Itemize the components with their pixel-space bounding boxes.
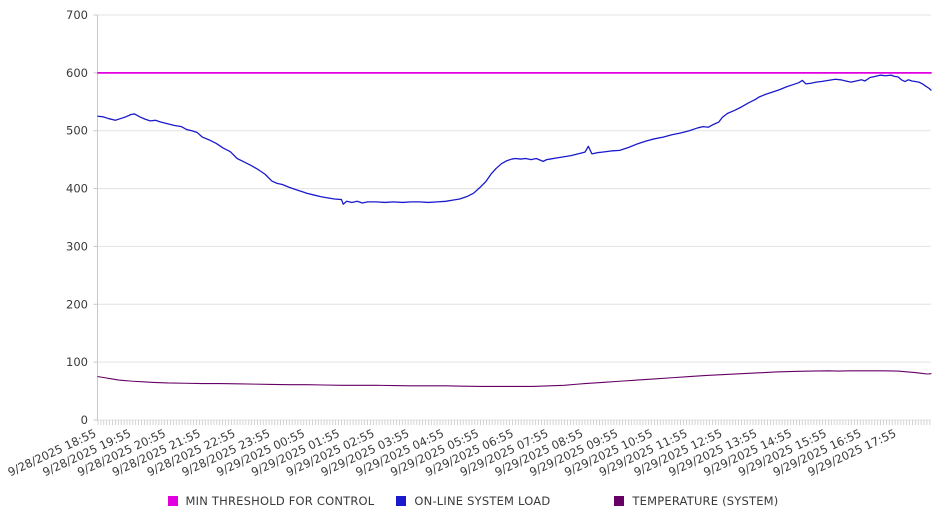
legend-label-system-load: ON-LINE SYSTEM LOAD xyxy=(414,494,551,508)
y-tick-label: 700 xyxy=(66,8,88,22)
y-tick-label: 500 xyxy=(66,124,88,138)
legend-swatch-min-threshold xyxy=(167,496,178,506)
legend-swatch-temperature xyxy=(614,496,625,506)
legend-label-temperature: TEMPERATURE (SYSTEM) xyxy=(632,494,779,508)
y-tick-label: 300 xyxy=(66,239,88,253)
legend-item-system-load: ON-LINE SYSTEM LOAD xyxy=(396,494,550,508)
legend-item-temperature: TEMPERATURE (SYSTEM) xyxy=(614,494,778,508)
legend-label-min-threshold: MIN THRESHOLD FOR CONTROL xyxy=(185,494,375,508)
legend-swatch-system-load xyxy=(396,496,407,506)
y-tick-label: 0 xyxy=(81,413,88,427)
series-line-temperature-system xyxy=(97,370,932,387)
y-tick-label: 400 xyxy=(66,182,88,196)
y-tick-label: 100 xyxy=(66,355,88,369)
x-minor-ticks xyxy=(97,420,931,425)
chart-legend: MIN THRESHOLD FOR CONTROL ON-LINE SYSTEM… xyxy=(0,494,946,508)
y-tick-label: 200 xyxy=(66,297,88,311)
series-line-on-line-system-load xyxy=(97,74,932,205)
legend-item-min-threshold: MIN THRESHOLD FOR CONTROL xyxy=(167,494,375,508)
y-tick-label: 600 xyxy=(66,66,88,80)
